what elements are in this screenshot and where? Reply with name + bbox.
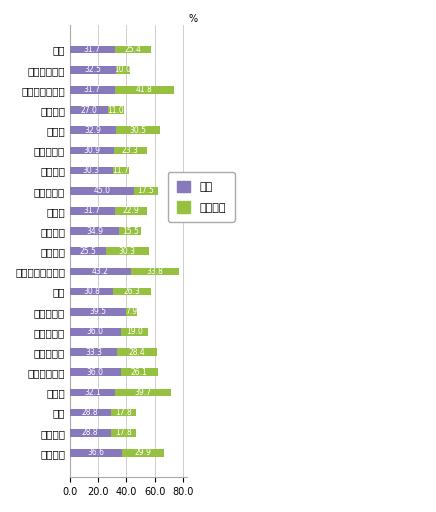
Bar	[115, 207, 147, 215]
Bar	[70, 389, 115, 396]
Bar	[70, 106, 108, 114]
Bar	[70, 187, 133, 195]
Bar	[111, 409, 136, 416]
Text: 30.5: 30.5	[129, 125, 146, 135]
Bar	[106, 247, 149, 255]
Text: 36.0: 36.0	[87, 368, 104, 377]
Bar	[70, 227, 119, 235]
Text: 23.3: 23.3	[122, 146, 139, 155]
Text: 17.5: 17.5	[137, 186, 154, 195]
Text: 32.5: 32.5	[85, 65, 101, 74]
Bar	[70, 288, 113, 295]
Text: 30.3: 30.3	[119, 247, 136, 255]
Text: 25.4: 25.4	[124, 45, 141, 54]
Text: 30.9: 30.9	[83, 146, 100, 155]
Text: 25.5: 25.5	[79, 247, 96, 255]
Text: 31.7: 31.7	[84, 86, 101, 94]
Text: 7.9: 7.9	[125, 307, 137, 316]
Text: 31.7: 31.7	[84, 45, 101, 54]
Text: 17.8: 17.8	[115, 408, 132, 417]
Bar	[70, 167, 113, 175]
Bar	[70, 46, 115, 53]
Text: 33.3: 33.3	[85, 348, 102, 356]
Text: 36.6: 36.6	[87, 449, 104, 457]
Bar	[70, 449, 122, 457]
Text: 39.7: 39.7	[135, 388, 152, 397]
Bar	[116, 126, 160, 134]
Bar	[114, 146, 146, 154]
Text: 39.5: 39.5	[89, 307, 106, 316]
Text: 22.9: 22.9	[123, 206, 139, 216]
Bar	[121, 368, 158, 376]
Text: 28.4: 28.4	[129, 348, 146, 356]
Bar	[115, 86, 174, 94]
Text: %: %	[188, 14, 198, 24]
Text: 26.3: 26.3	[124, 287, 140, 296]
Text: 10.0: 10.0	[115, 65, 131, 74]
Bar	[133, 187, 158, 195]
Bar	[115, 389, 171, 396]
Bar	[70, 86, 115, 94]
Bar	[117, 348, 157, 356]
Text: 28.8: 28.8	[82, 428, 99, 437]
Bar	[121, 328, 148, 336]
Bar	[70, 328, 121, 336]
Bar	[116, 66, 130, 74]
Text: 45.0: 45.0	[93, 186, 110, 195]
Bar	[70, 247, 106, 255]
Text: 30.8: 30.8	[83, 287, 100, 296]
Text: 27.0: 27.0	[81, 105, 97, 115]
Bar	[131, 268, 179, 275]
Bar	[70, 429, 111, 437]
Bar	[113, 288, 151, 295]
Bar	[70, 66, 116, 74]
Text: 29.9: 29.9	[134, 449, 151, 457]
Bar	[113, 167, 129, 175]
Legend: 貧困, 環境悪化: 貧困, 環境悪化	[168, 172, 235, 222]
Text: 11.7: 11.7	[112, 166, 129, 175]
Text: 17.8: 17.8	[115, 428, 132, 437]
Text: 34.9: 34.9	[86, 226, 103, 236]
Bar	[70, 348, 117, 356]
Bar	[70, 409, 111, 416]
Bar	[70, 308, 126, 315]
Text: 11.0: 11.0	[107, 105, 124, 115]
Bar	[115, 46, 151, 53]
Bar	[70, 207, 115, 215]
Bar	[70, 368, 121, 376]
Text: 28.8: 28.8	[82, 408, 99, 417]
Text: 36.0: 36.0	[87, 327, 104, 336]
Text: 43.2: 43.2	[92, 267, 109, 276]
Text: 31.7: 31.7	[84, 206, 101, 216]
Bar	[126, 308, 137, 315]
Text: 26.1: 26.1	[131, 368, 148, 377]
Text: 32.1: 32.1	[84, 388, 101, 397]
Bar	[122, 449, 164, 457]
Bar	[108, 106, 124, 114]
Text: 15.5: 15.5	[122, 226, 139, 236]
Bar	[111, 429, 136, 437]
Bar	[70, 126, 116, 134]
Bar	[70, 146, 114, 154]
Text: 19.0: 19.0	[126, 327, 143, 336]
Text: 41.8: 41.8	[136, 86, 153, 94]
Text: 33.8: 33.8	[146, 267, 164, 276]
Text: 32.9: 32.9	[85, 125, 102, 135]
Text: 30.3: 30.3	[83, 166, 100, 175]
Bar	[119, 227, 141, 235]
Bar	[70, 268, 131, 275]
